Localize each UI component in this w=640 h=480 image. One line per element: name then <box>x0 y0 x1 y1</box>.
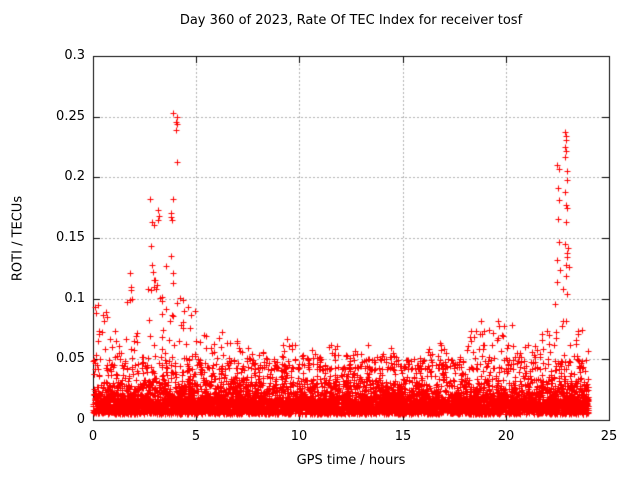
x-tick-label: 15 <box>394 429 412 444</box>
y-tick-label: 0.15 <box>56 230 85 245</box>
x-tick-label: 25 <box>600 429 618 444</box>
x-tick-label: 5 <box>191 429 201 444</box>
y-tick-label: 0.05 <box>56 351 85 366</box>
x-axis-label: GPS time / hours <box>296 453 406 468</box>
x-tick-label: 20 <box>497 429 515 444</box>
y-axis-label: ROTI / TECUs <box>10 195 26 282</box>
y-tick-label: 0.25 <box>56 109 85 124</box>
y-tick-label: 0 <box>76 412 85 427</box>
y-tick-label: 0.2 <box>64 169 85 184</box>
chart-title: Day 360 of 2023, Rate Of TEC Index for r… <box>179 13 523 28</box>
y-tick-label: 0.1 <box>64 291 85 306</box>
y-tick-label: 0.3 <box>64 48 85 63</box>
x-tick-label: 10 <box>290 429 308 444</box>
x-tick-label: 0 <box>88 429 98 444</box>
